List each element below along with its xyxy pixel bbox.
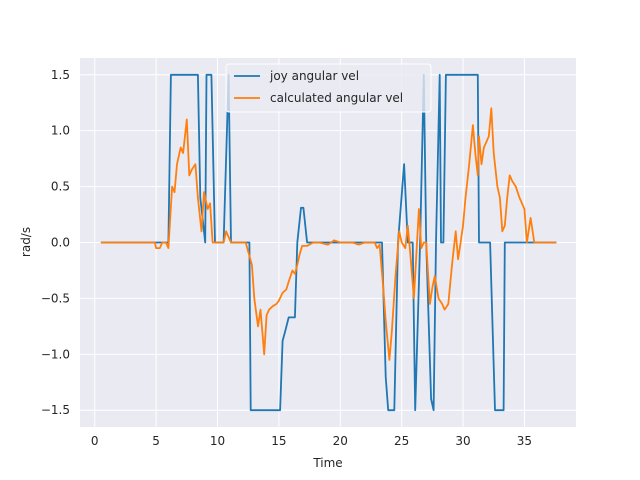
y-tick-label: 1.0 — [51, 124, 70, 138]
legend-label-0: joy angular vel — [269, 69, 359, 83]
legend-box — [225, 63, 432, 113]
x-tick-label: 35 — [517, 434, 532, 448]
x-tick-label: 10 — [210, 434, 225, 448]
legend: joy angular vel calculated angular vel — [225, 63, 432, 113]
y-axis-ticks: −1.5 −1.0 −0.5 0.0 0.5 1.0 1.5 — [41, 68, 70, 417]
legend-label-1: calculated angular vel — [270, 91, 403, 105]
y-tick-label: 0.0 — [51, 236, 70, 250]
y-tick-label: 1.5 — [51, 68, 70, 82]
x-axis-label: Time — [312, 456, 342, 470]
series-line-1 — [100, 107, 557, 361]
x-tick-label: 0 — [91, 434, 99, 448]
x-axis-ticks: 0 5 10 15 20 25 30 35 — [91, 434, 532, 448]
y-tick-label: −1.5 — [41, 403, 70, 417]
x-tick-label: 30 — [455, 434, 470, 448]
x-tick-label: 25 — [394, 434, 409, 448]
y-tick-label: −1.0 — [41, 347, 70, 361]
x-tick-label: 5 — [152, 434, 160, 448]
y-tick-label: 0.5 — [51, 180, 70, 194]
y-tick-label: −0.5 — [41, 291, 70, 305]
x-tick-label: 15 — [271, 434, 286, 448]
y-axis-label: rad/s — [19, 227, 33, 257]
x-tick-label: 20 — [333, 434, 348, 448]
series-layer — [100, 73, 557, 412]
